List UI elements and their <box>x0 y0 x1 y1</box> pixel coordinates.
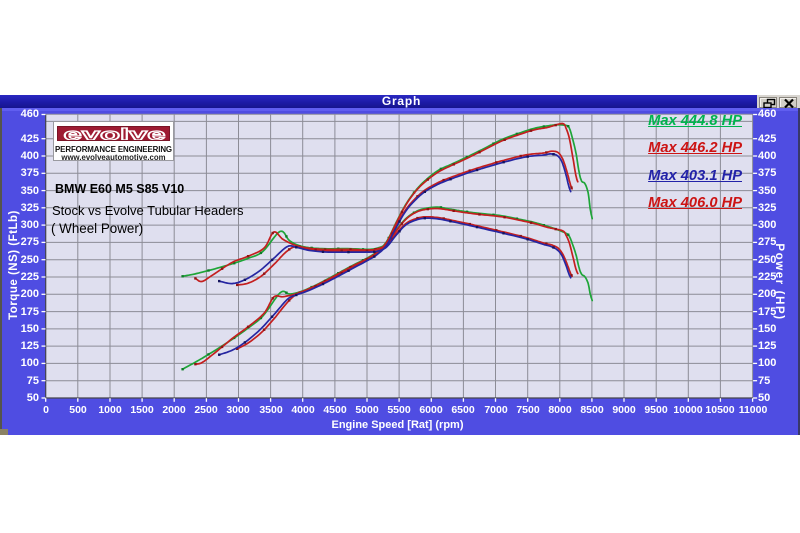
svg-text:evolve: evolve <box>64 127 166 142</box>
